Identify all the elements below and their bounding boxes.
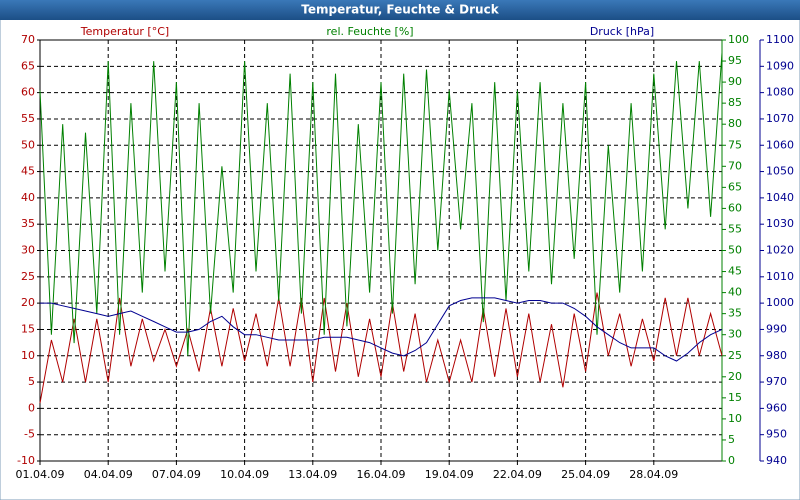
y2-tick-label: 20: [728, 370, 742, 383]
y3-tick-label: 1060: [766, 138, 794, 151]
y2-tick-label: 5: [728, 433, 735, 446]
y-tick-label: -5: [24, 428, 35, 441]
y3-tick-label: 1000: [766, 296, 794, 309]
x-tick-label: 16.04.09: [357, 468, 406, 481]
y-tick-label: 10: [21, 349, 35, 362]
y2-tick-label: 90: [728, 75, 742, 88]
x-tick-label: 04.04.09: [84, 468, 133, 481]
series-line: [40, 297, 723, 362]
y2-tick-label: 25: [728, 349, 742, 362]
x-tick-label: 19.04.09: [425, 468, 474, 481]
y2-tick-label: 60: [728, 201, 742, 214]
y2-tick-label: 40: [728, 286, 742, 299]
y-tick-label: 30: [21, 244, 35, 257]
y3-axis-title: Druck [hPa]: [590, 25, 654, 38]
y-tick-label: 35: [21, 217, 35, 230]
y-axis-title: Temperatur [°C]: [80, 25, 169, 38]
y2-tick-label: 100: [728, 33, 749, 46]
y2-tick-label: 50: [728, 244, 742, 257]
y2-tick-label: 15: [728, 391, 742, 404]
y-tick-label: 65: [21, 59, 35, 72]
y3-tick-label: 1080: [766, 86, 794, 99]
chart-title: Temperatur, Feuchte & Druck: [301, 3, 499, 17]
y2-tick-label: 75: [728, 138, 742, 151]
y2-tick-label: 70: [728, 159, 742, 172]
y3-tick-label: 1040: [766, 191, 794, 204]
y2-tick-label: 0: [728, 454, 735, 467]
y-tick-label: 20: [21, 296, 35, 309]
x-tick-label: 01.04.09: [16, 468, 65, 481]
y3-tick-label: 1070: [766, 112, 794, 125]
x-tick-label: 13.04.09: [288, 468, 337, 481]
y-tick-label: 0: [28, 401, 35, 414]
y3-tick-label: 950: [766, 428, 787, 441]
y3-tick-label: 1050: [766, 165, 794, 178]
y2-tick-label: 65: [728, 180, 742, 193]
y3-tick-label: 970: [766, 375, 787, 388]
y-tick-label: 70: [21, 33, 35, 46]
series-line: [39, 52, 723, 356]
y2-tick-label: 85: [728, 96, 742, 109]
y3-tick-label: 980: [766, 349, 787, 362]
y-tick-label: 45: [21, 165, 35, 178]
x-tick-label: 22.04.09: [493, 468, 542, 481]
y2-tick-label: 45: [728, 265, 742, 278]
y3-tick-label: 960: [766, 401, 787, 414]
y3-tick-label: 1010: [766, 270, 794, 283]
y3-tick-label: 1090: [766, 59, 794, 72]
y2-tick-label: 10: [728, 412, 742, 425]
y-tick-label: -10: [17, 454, 35, 467]
y2-tick-label: 35: [728, 307, 742, 320]
x-tick-label: 07.04.09: [152, 468, 201, 481]
y-tick-label: 25: [21, 270, 35, 283]
y2-tick-label: 30: [728, 328, 742, 341]
series-line: [39, 292, 723, 404]
y3-tick-label: 1030: [766, 217, 794, 230]
y3-tick-label: 940: [766, 454, 787, 467]
y2-tick-label: 80: [728, 117, 742, 130]
y-tick-label: 40: [21, 191, 35, 204]
y2-tick-label: 55: [728, 222, 742, 235]
y-tick-label: 5: [28, 375, 35, 388]
y3-tick-label: 1020: [766, 244, 794, 257]
y3-tick-label: 1100: [766, 33, 794, 46]
y3-tick-label: 990: [766, 322, 787, 335]
y-tick-label: 15: [21, 322, 35, 335]
title-bar: [0, 0, 800, 20]
y-tick-label: 55: [21, 112, 35, 125]
y-tick-label: 50: [21, 138, 35, 151]
y2-tick-label: 95: [728, 54, 742, 67]
y2-axis-title: rel. Feuchte [%]: [326, 25, 413, 38]
x-tick-label: 25.04.09: [561, 468, 610, 481]
x-tick-label: 10.04.09: [220, 468, 269, 481]
y-tick-label: 60: [21, 86, 35, 99]
x-tick-label: 28.04.09: [629, 468, 678, 481]
